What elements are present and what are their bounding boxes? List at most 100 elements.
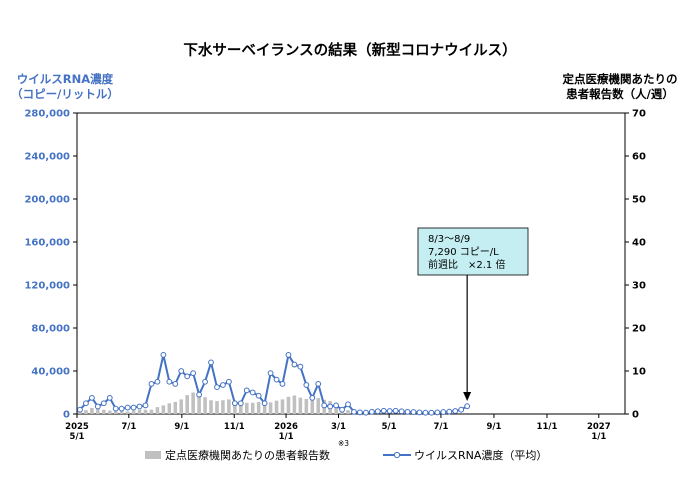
line-point [428, 409, 435, 416]
line-point [339, 406, 345, 413]
line-point [202, 378, 208, 385]
right-axis-title-line1: 定点医療機関あたりの [563, 72, 678, 86]
bar [84, 410, 88, 414]
bar [310, 400, 315, 414]
bar [137, 409, 142, 414]
x-tick-sublabel: 1/1 [279, 432, 294, 442]
line-point [94, 403, 101, 410]
line-point [321, 402, 328, 409]
line-point [148, 381, 155, 387]
left-tick-label: 160,000 [24, 238, 70, 249]
line-point [446, 408, 453, 415]
bar [161, 405, 166, 414]
line-point [196, 391, 203, 398]
x-tick-label: 11/1 [537, 422, 558, 432]
bar [155, 407, 160, 414]
bar [304, 398, 309, 414]
bar [102, 409, 106, 414]
line-point [124, 404, 131, 411]
line-point [392, 407, 399, 414]
line-point [368, 408, 375, 415]
line-point [83, 400, 89, 407]
bar [239, 402, 243, 414]
line-point [184, 373, 191, 380]
bar [149, 409, 154, 414]
x-tick-label: 11/1 [224, 422, 245, 432]
line-point [255, 392, 262, 399]
left-axis-title-line2: （コピー/リットル） [11, 87, 119, 101]
line-point [404, 408, 411, 415]
bar [286, 396, 291, 414]
bar [173, 401, 178, 414]
right-tick-label: 50 [632, 195, 646, 206]
bar [96, 406, 100, 414]
line-point [279, 381, 286, 387]
line-point [351, 408, 357, 415]
left-tick-label: 280,000 [24, 109, 70, 120]
line-point [208, 359, 214, 366]
x-tick-label: 5/1 [382, 422, 397, 432]
line-point [297, 363, 304, 370]
line-point [112, 405, 119, 412]
y-ticks: 0 40,000 80,000 120,000 160,000 200,000 240,00… [24, 109, 646, 421]
line-point [243, 387, 250, 394]
line-point [327, 403, 334, 410]
bar [292, 395, 297, 414]
left-axis-title-line1: ウイルスRNA濃度 [17, 72, 114, 86]
line-point [261, 400, 268, 407]
legend-note-marker: ※3 [338, 439, 349, 448]
left-tick-label: 0 [63, 410, 70, 421]
line-point [357, 409, 363, 416]
line-point [231, 400, 238, 407]
bar [262, 403, 267, 414]
right-tick-label: 70 [632, 109, 646, 120]
line-point [237, 400, 244, 407]
left-tick-label: 120,000 [24, 281, 70, 292]
right-tick-label: 0 [632, 410, 639, 421]
bar [131, 410, 136, 414]
bar [346, 410, 350, 414]
left-tick-label: 80,000 [31, 324, 70, 335]
x-tick-sublabel: 1/1 [591, 432, 606, 442]
bar [316, 398, 321, 414]
line-point [452, 408, 459, 414]
line-point [434, 409, 441, 416]
line-point [172, 381, 179, 387]
x-tick-label: 3/1 [331, 422, 346, 432]
bar [268, 402, 273, 414]
legend-line-label: ウイルスRNA濃度（平均） [414, 448, 547, 462]
line-point [178, 368, 185, 374]
bar [125, 411, 130, 414]
bar [227, 399, 231, 414]
line-point [440, 409, 447, 415]
legend-bar-label: 定点医療機関あたりの患者報告数 [165, 448, 330, 462]
right-tick-label: 10 [632, 367, 646, 378]
left-tick-label: 240,000 [24, 152, 70, 163]
line-point [77, 406, 83, 413]
bar [233, 400, 237, 414]
line-point [410, 409, 417, 415]
annotation-text: 7,290 コピー/L [428, 246, 499, 258]
legend-bar-swatch [145, 451, 161, 459]
line-point [136, 403, 143, 410]
line-series [77, 351, 471, 416]
line-point [422, 409, 429, 416]
annotation-arrow-head [463, 392, 472, 401]
x-tick-label: 9/1 [174, 422, 189, 432]
line-point [285, 351, 292, 358]
bar [256, 401, 261, 414]
right-tick-label: 40 [632, 238, 646, 249]
bar [274, 400, 279, 414]
line-point [458, 406, 465, 413]
line-point [166, 378, 173, 385]
line-point [249, 389, 256, 396]
line-point [214, 384, 220, 391]
bar [78, 411, 82, 414]
line-point [380, 407, 387, 414]
line-point [273, 376, 280, 383]
bar [298, 397, 303, 414]
line-point [333, 402, 340, 409]
x-tick-label: 9/1 [486, 422, 501, 432]
legend-line-marker [393, 451, 401, 459]
bar [191, 392, 195, 414]
